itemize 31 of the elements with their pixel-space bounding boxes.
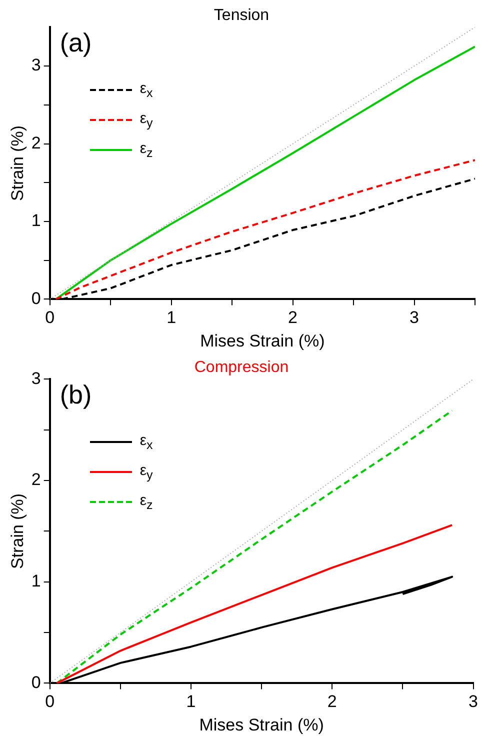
x-tick-label: 1 — [186, 692, 196, 712]
x-tick-label: 0 — [45, 308, 55, 328]
annotation: (b) — [60, 379, 92, 410]
chart-title: Compression — [194, 359, 289, 376]
x-tick-label: 3 — [410, 308, 419, 328]
y-axis-title: Strain (%) — [8, 493, 27, 569]
y-tick-label: 0 — [31, 672, 41, 692]
x-tick-label: 1 — [166, 308, 176, 328]
legend-label: ε$_{x}$ — [140, 432, 153, 452]
y-tick-label: 2 — [31, 133, 41, 152]
y-tick-label: 3 — [31, 368, 41, 388]
legend-label: ε$_{y}$ — [140, 110, 153, 130]
annotation: (a) — [60, 27, 92, 58]
chart-title: Tension — [214, 7, 270, 24]
legend-label: ε$_{z}$ — [140, 492, 153, 512]
line-series — [56, 410, 454, 684]
legend-label: ε$_{y}$ — [140, 462, 153, 482]
y-axis-title: Strain (%) — [8, 125, 27, 201]
x-tick-label: 2 — [327, 692, 337, 712]
y-tick-label: 1 — [31, 572, 41, 591]
y-tick-label: 3 — [31, 56, 41, 75]
legend-label: ε$_{x}$ — [140, 80, 153, 100]
y-tick-label: 1 — [31, 211, 41, 230]
x-axis-title: Mises Strain (%) — [200, 331, 325, 350]
y-tick-label: 2 — [31, 470, 41, 490]
x-tick-label: 2 — [288, 308, 298, 328]
x-tick-label: 3 — [468, 692, 478, 712]
y-tick-label: 0 — [31, 288, 41, 308]
x-axis-title: Mises Strain (%) — [199, 715, 324, 734]
legend-label: ε$_{z}$ — [140, 140, 153, 160]
x-tick-label: 0 — [45, 692, 55, 712]
